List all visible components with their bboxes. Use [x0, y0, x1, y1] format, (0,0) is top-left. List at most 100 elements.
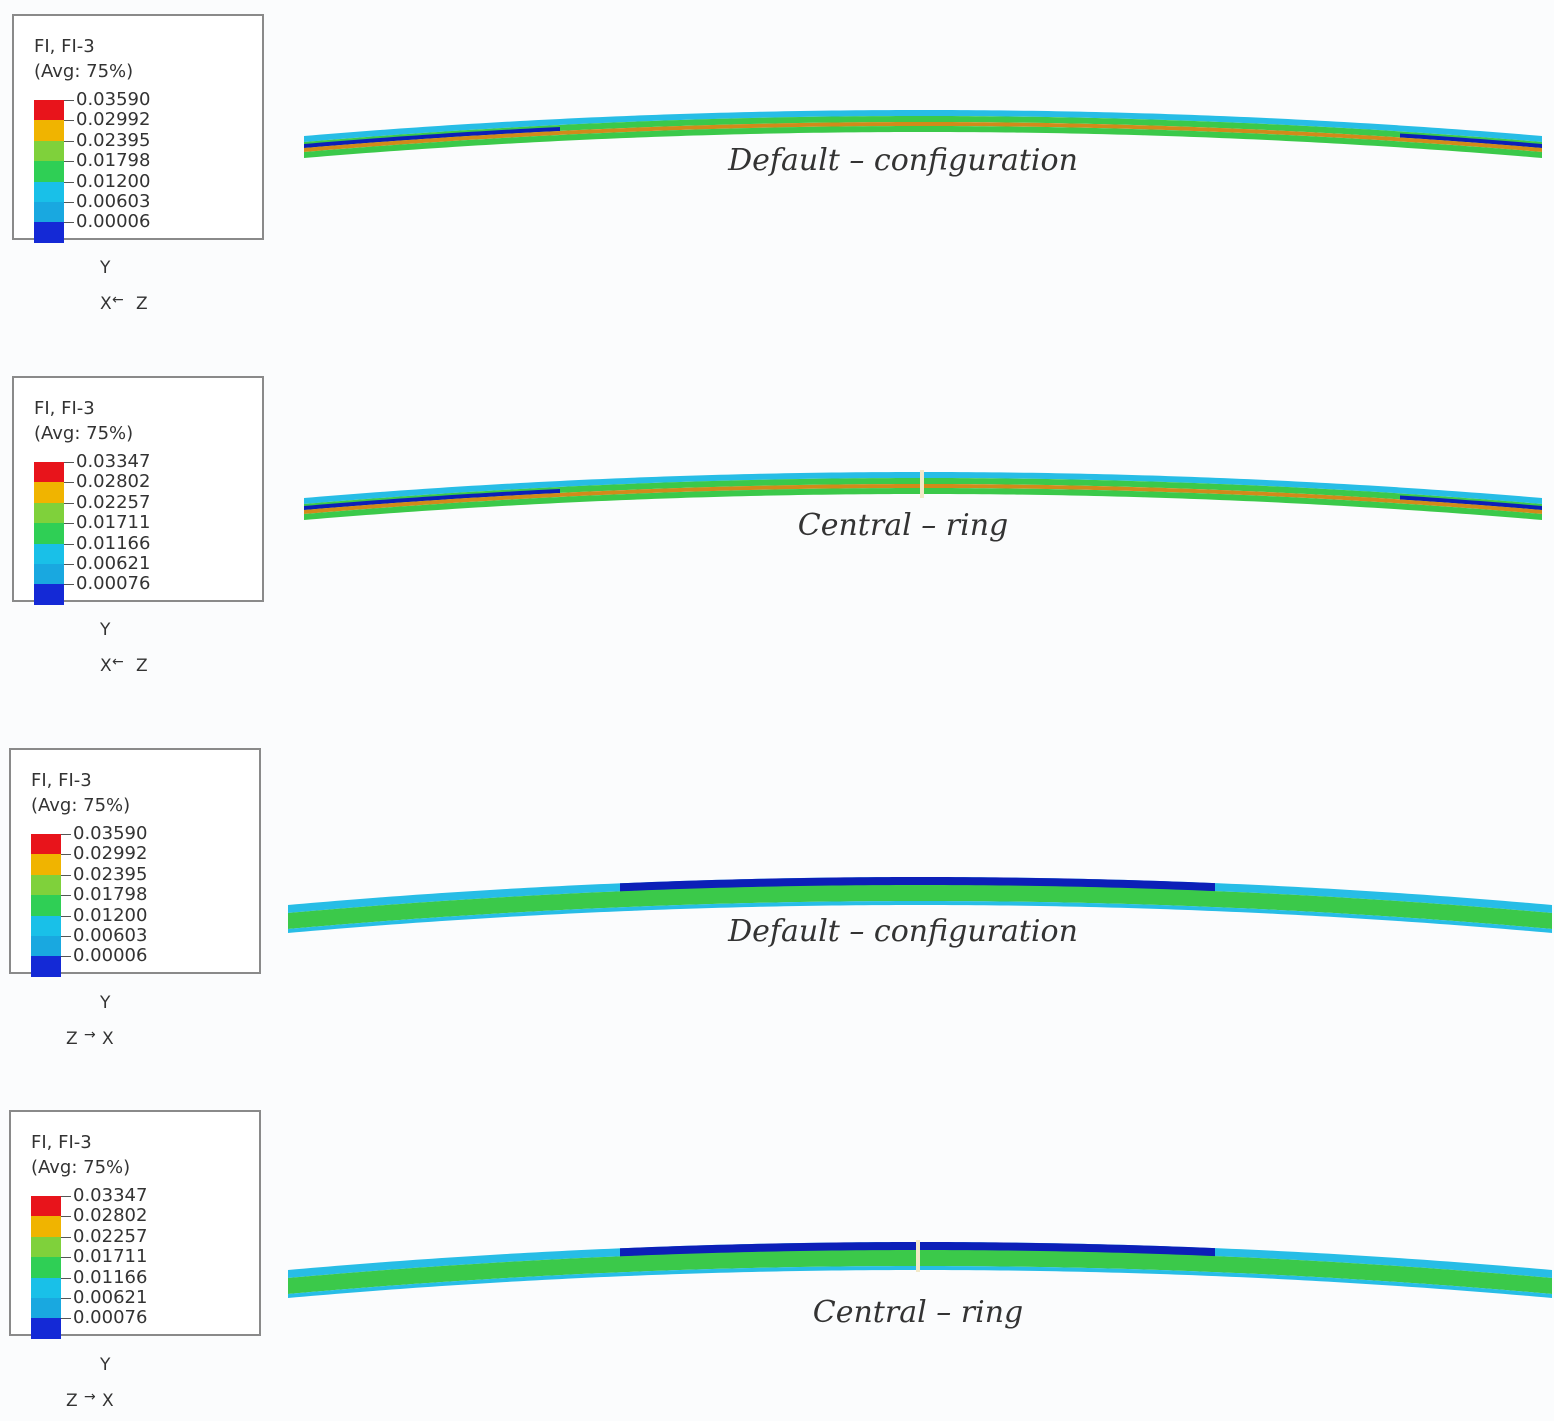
legend-tick	[61, 834, 71, 835]
beam-top-cyan	[288, 877, 1552, 913]
legend-tick	[61, 874, 71, 876]
legend-avg: (Avg: 75%)	[34, 423, 134, 444]
legend-tick	[61, 854, 71, 856]
legend-swatch	[31, 854, 61, 875]
legend-value: 0.02992	[73, 843, 148, 865]
legend-title: FI, FI-3	[34, 398, 95, 419]
legend-title: FI, FI-3	[34, 36, 95, 57]
beam-top-cyan	[304, 110, 1542, 142]
axis-z-label: Z	[136, 656, 148, 676]
legend-swatch	[34, 202, 64, 223]
legend-value: 0.00621	[76, 553, 151, 574]
legend-swatch	[34, 181, 64, 202]
legend-box: FI, FI-3 (Avg: 75%) 0.03347 0.02802 0.0225…	[12, 376, 264, 605]
beam-green	[288, 1250, 1552, 1294]
legend-value: 0.01166	[76, 532, 151, 554]
legend-swatch	[31, 956, 61, 977]
legend-value: 0.00006	[73, 945, 148, 967]
legend-swatch	[31, 1236, 61, 1258]
beam-dark-blue-left	[304, 488, 560, 510]
legend-tick	[61, 1196, 71, 1197]
caption: Central – ring	[812, 1295, 1024, 1330]
legend-swatch	[31, 834, 61, 855]
legend-value: 0.01200	[76, 170, 151, 192]
axis-arrow: ←	[112, 654, 124, 670]
legend-tick	[64, 462, 74, 463]
legend-tick	[64, 523, 74, 525]
beam-render	[288, 1240, 1552, 1298]
legend-value: 0.00076	[73, 1307, 148, 1329]
beam-green	[288, 885, 1552, 929]
legend-value: 0.02395	[76, 129, 151, 151]
legend-value: 0.02992	[76, 109, 151, 131]
legend-swatch	[31, 936, 61, 957]
legend-value: 0.02257	[76, 491, 151, 513]
beam-dark-blue-right	[1400, 495, 1542, 510]
axis-x-label: X	[102, 1391, 114, 1411]
legend-value: 0.00076	[76, 573, 151, 595]
legend-tick	[64, 181, 74, 183]
legend-value: 0.00603	[76, 191, 151, 212]
beam-bottom-cyan	[288, 901, 1552, 933]
legend-tick	[64, 202, 74, 203]
caption: Default – configuration	[728, 143, 1078, 178]
legend-tick	[64, 100, 74, 101]
legend-value: 0.01200	[73, 904, 148, 926]
central-ring	[920, 470, 924, 499]
legend-box: FI, FI-3 (Avg: 75%) 0.03347 0.02802 0.0225…	[9, 1110, 261, 1339]
beam-dark-blue-right	[1400, 133, 1542, 148]
legend-swatch	[34, 140, 64, 162]
beam-top-cyan	[304, 472, 1542, 504]
legend-tick	[64, 543, 74, 545]
legend-swatch	[34, 584, 64, 605]
axis-y-label: Y	[100, 993, 111, 1013]
axis-x-label: X	[100, 656, 112, 676]
legend-avg: (Avg: 75%)	[31, 795, 131, 816]
legend-swatch	[34, 222, 64, 243]
legend-tick	[61, 915, 71, 917]
legend-swatch	[34, 161, 64, 182]
caption: Default – configuration	[728, 914, 1078, 949]
legend-avg: (Avg: 75%)	[34, 61, 134, 82]
legend-value: 0.00006	[76, 211, 151, 233]
legend-tick	[61, 936, 71, 937]
legend-tick	[64, 140, 74, 142]
axis-z-label: Z	[66, 1029, 78, 1049]
beam-render	[304, 470, 1542, 520]
legend-tick	[61, 1236, 71, 1238]
legend-tick	[64, 584, 74, 586]
beam-orange	[304, 484, 1542, 514]
legend-value: 0.01711	[73, 1246, 148, 1268]
legend-tick	[61, 1298, 71, 1299]
legend-value: 0.01166	[73, 1266, 148, 1288]
legend-swatch	[31, 874, 61, 896]
legend-swatch	[31, 915, 61, 936]
beam-dark-blue-left	[304, 126, 560, 148]
legend-tick	[61, 1257, 71, 1259]
legend-tick	[61, 1277, 71, 1279]
legend-value: 0.03347	[76, 451, 151, 472]
legend-tick	[61, 956, 71, 958]
legend-value: 0.03347	[73, 1185, 148, 1206]
legend-value: 0.03590	[73, 823, 148, 844]
beam-orange	[304, 122, 1542, 152]
legend-swatch	[31, 1298, 61, 1319]
axis-x-label: X	[102, 1029, 114, 1049]
legend-value: 0.03590	[76, 89, 151, 110]
legend-value: 0.00621	[73, 1287, 148, 1308]
legend-swatch	[31, 1257, 61, 1278]
legend-value: 0.02257	[73, 1225, 148, 1247]
beam-bottom-cyan	[288, 1266, 1552, 1298]
legend-tick	[61, 1318, 71, 1320]
legend-swatch	[34, 100, 64, 121]
legend-title: FI, FI-3	[31, 770, 92, 791]
axis-y-label: Y	[100, 620, 111, 640]
legend-value: 0.02802	[73, 1205, 148, 1227]
legend-value: 0.01798	[76, 150, 151, 172]
legend-swatch	[34, 120, 64, 141]
legend-avg: (Avg: 75%)	[31, 1157, 131, 1178]
axis-x-label: X	[100, 294, 112, 314]
legend-swatch	[34, 564, 64, 585]
legend-tick	[61, 1216, 71, 1218]
legend-tick	[64, 502, 74, 504]
